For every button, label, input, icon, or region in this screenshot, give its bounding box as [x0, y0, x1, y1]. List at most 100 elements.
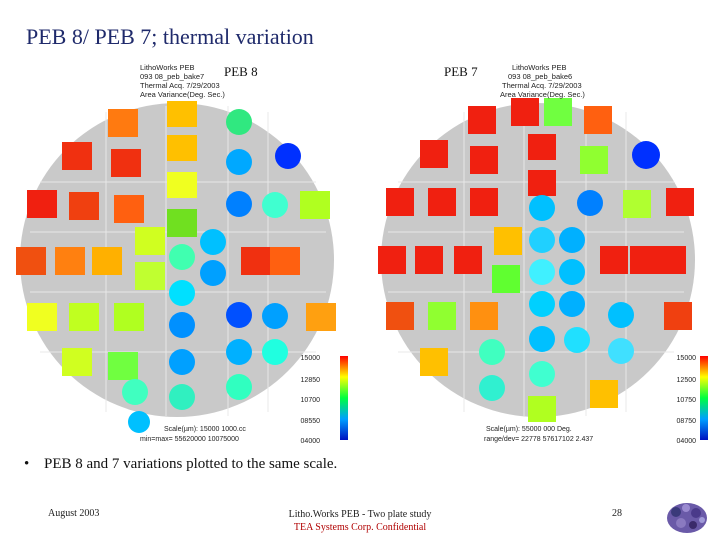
scale-tick-label: 08550 — [301, 418, 321, 425]
scale-tick-label: 04000 — [301, 438, 321, 445]
page-number: 28 — [612, 508, 622, 519]
header-box — [506, 62, 598, 98]
site — [529, 227, 555, 253]
site — [470, 188, 498, 216]
site — [529, 361, 555, 387]
site — [528, 396, 556, 422]
plot-label: PEB 7 — [444, 64, 478, 79]
site — [528, 134, 556, 160]
site — [270, 247, 300, 275]
site — [200, 229, 226, 255]
site — [544, 98, 572, 126]
site — [62, 142, 92, 170]
site — [577, 190, 603, 216]
site — [470, 146, 498, 174]
site — [479, 375, 505, 401]
site — [169, 312, 195, 338]
site — [92, 247, 122, 275]
site — [226, 339, 252, 365]
site — [559, 291, 585, 317]
site — [528, 170, 556, 196]
site — [468, 106, 496, 134]
site — [306, 303, 336, 331]
bullet-text: PEB 8 and 7 variations plotted to the sa… — [44, 456, 338, 472]
site — [262, 339, 288, 365]
site — [226, 109, 252, 135]
site — [564, 327, 590, 353]
site — [167, 101, 197, 127]
site — [111, 149, 141, 177]
footer-study-title: Litho.Works PEB - Two plate study — [288, 509, 432, 520]
stats-box — [482, 422, 600, 444]
site — [226, 149, 252, 175]
site — [630, 246, 658, 274]
header-line: Thermal Acq. 7/29/2003 — [502, 81, 582, 90]
scale-tick-label: 10750 — [677, 397, 697, 404]
site — [386, 188, 414, 216]
site — [529, 326, 555, 352]
footer-date: August 2003 — [48, 508, 100, 519]
scale-tick-label: 15000 — [301, 355, 321, 362]
site — [428, 302, 456, 330]
site — [108, 109, 138, 137]
bullet-item: • PEB 8 and 7 variations plotted to the s… — [24, 456, 337, 473]
header-line: LithoWorks PEB — [512, 63, 566, 72]
site — [241, 247, 271, 275]
site — [226, 191, 252, 217]
site — [664, 302, 692, 330]
site — [632, 141, 660, 169]
site — [666, 188, 694, 216]
site — [135, 227, 165, 255]
site — [492, 265, 520, 293]
header-line: Thermal Acq. 7/29/2003 — [140, 81, 220, 90]
site — [511, 98, 539, 126]
site — [559, 227, 585, 253]
stats-box — [162, 422, 244, 444]
site — [529, 195, 555, 221]
scale-tick-label: 08750 — [677, 418, 697, 425]
site — [114, 303, 144, 331]
header-line: Area Variance(Deg. Sec.) — [500, 90, 585, 99]
site — [623, 190, 651, 218]
plot-label: PEB 8 — [224, 64, 258, 79]
site — [529, 259, 555, 285]
scale-tick-label: 12850 — [301, 377, 321, 384]
site — [600, 246, 628, 274]
site — [275, 143, 301, 169]
site — [16, 247, 46, 275]
bullet-dot: • — [24, 456, 30, 472]
site — [494, 227, 522, 255]
site — [135, 262, 165, 290]
site — [226, 302, 252, 328]
site — [69, 303, 99, 331]
wafer-map-peb7: 15000 12500 10750 08750 04000 LithoWorks… — [378, 62, 708, 445]
site — [479, 339, 505, 365]
site — [167, 172, 197, 198]
site — [262, 303, 288, 329]
site — [584, 106, 612, 134]
scale-tick-label: 12500 — [677, 377, 697, 384]
wafer-sites — [378, 98, 694, 422]
site — [529, 291, 555, 317]
site — [378, 246, 406, 274]
site — [608, 302, 634, 328]
color-scale-bar — [340, 356, 348, 440]
stats-line: min=max= 55620000 10075000 — [140, 436, 239, 443]
site — [262, 192, 288, 218]
site — [470, 302, 498, 330]
header-line: LithoWorks PEB — [140, 63, 194, 72]
scale-tick-label: 04000 — [677, 438, 697, 445]
header-box — [136, 62, 228, 98]
scale-tick-label: 15000 — [677, 355, 697, 362]
site — [226, 374, 252, 400]
site — [420, 348, 448, 376]
site — [167, 135, 197, 161]
site — [386, 302, 414, 330]
site — [169, 280, 195, 306]
scale-tick-label: 10700 — [301, 397, 321, 404]
site — [415, 246, 443, 274]
site — [420, 140, 448, 168]
site — [167, 209, 197, 237]
site — [169, 384, 195, 410]
header-line: 093 08_peb_bake7 — [140, 72, 204, 81]
